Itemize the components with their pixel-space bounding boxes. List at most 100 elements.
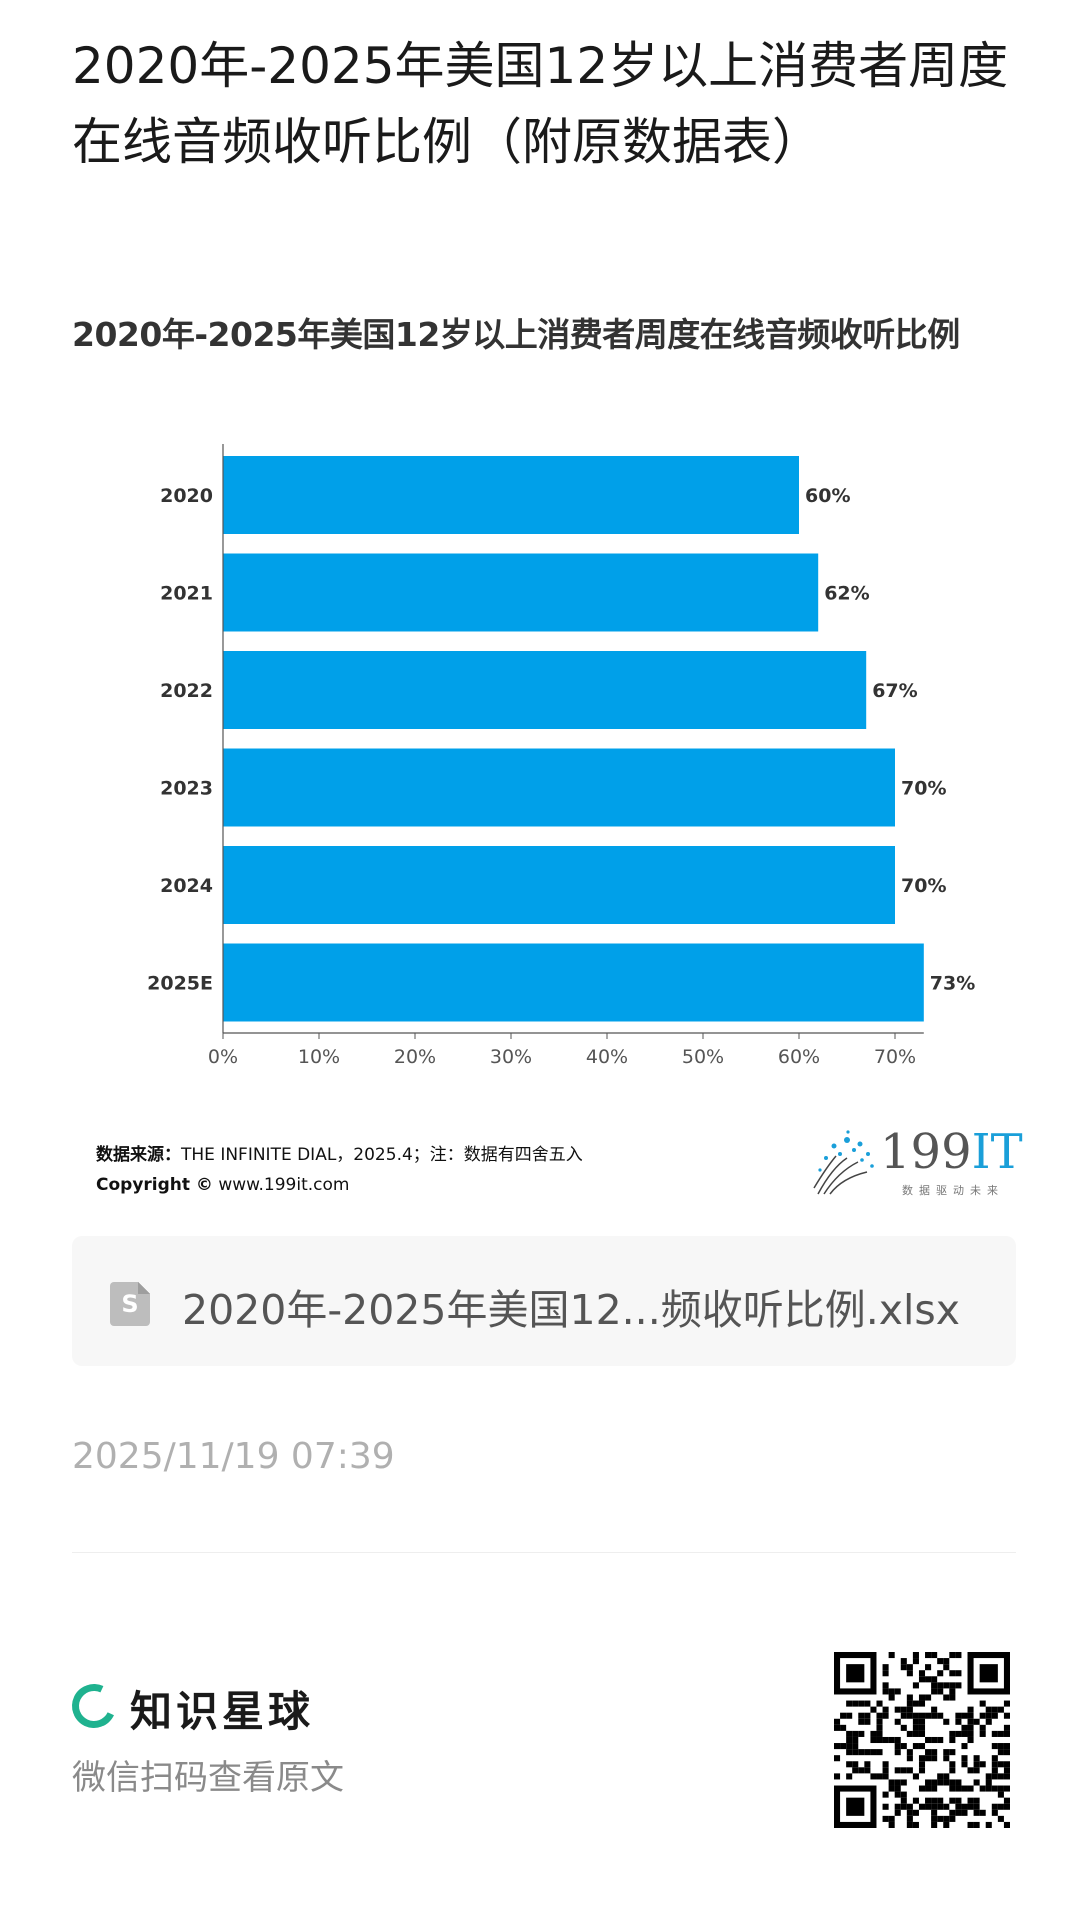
qr-module xyxy=(949,1761,956,1768)
qr-module xyxy=(834,1724,841,1731)
qr-module xyxy=(967,1803,974,1810)
qr-module xyxy=(876,1730,883,1737)
data-label: 62% xyxy=(824,583,869,605)
qr-module xyxy=(918,1694,926,1701)
x-tick-label: 50% xyxy=(682,1046,724,1068)
qr-module xyxy=(1003,1730,1010,1737)
qr-module xyxy=(888,1779,895,1786)
qr-module xyxy=(925,1803,932,1810)
qr-module xyxy=(918,1755,926,1762)
attachment-filename: 2020年-2025年美国12...频收听比例.xlsx xyxy=(182,1286,961,1334)
qr-module xyxy=(912,1724,919,1731)
qr-module xyxy=(997,1791,1004,1798)
qr-module xyxy=(931,1803,938,1810)
qr-module xyxy=(900,1767,907,1774)
copyright-url: www.199it.com xyxy=(212,1175,350,1195)
qr-module xyxy=(931,1688,938,1695)
qr-module xyxy=(852,1767,859,1774)
qr-module xyxy=(1003,1773,1010,1780)
qr-module xyxy=(918,1803,926,1810)
qr-module xyxy=(888,1736,895,1744)
qr-module xyxy=(906,1755,913,1762)
qr-module xyxy=(1003,1803,1010,1810)
qr-module xyxy=(882,1688,889,1695)
qr-module xyxy=(1003,1767,1010,1774)
qr-module xyxy=(925,1736,932,1744)
qr-module xyxy=(973,1755,980,1762)
qr-module xyxy=(991,1761,998,1768)
qr-module xyxy=(949,1815,956,1822)
qr-module xyxy=(979,1724,986,1731)
qr-module xyxy=(943,1803,950,1810)
qr-module xyxy=(888,1785,895,1792)
qr-module xyxy=(949,1694,956,1701)
qr-code[interactable] xyxy=(834,1652,1010,1828)
qr-module xyxy=(1003,1761,1010,1768)
qr-module xyxy=(961,1743,968,1750)
qr-module xyxy=(937,1797,944,1804)
divider xyxy=(72,1552,1016,1553)
qr-module xyxy=(955,1670,962,1677)
qr-module xyxy=(912,1797,919,1804)
scan-tip: 微信扫码查看原文 xyxy=(72,1758,344,1798)
qr-module xyxy=(931,1706,938,1713)
qr-module xyxy=(864,1712,871,1719)
zsxq-icon xyxy=(65,1677,123,1735)
qr-module xyxy=(961,1730,968,1737)
qr-module xyxy=(925,1712,932,1719)
qr-module xyxy=(925,1676,932,1683)
qr-module xyxy=(912,1700,919,1707)
bar xyxy=(223,456,799,534)
qr-module xyxy=(967,1718,974,1725)
qr-module xyxy=(955,1797,962,1804)
qr-module xyxy=(918,1730,926,1737)
qr-module xyxy=(931,1736,938,1744)
logo-199it: 199IT 数据驱动未来 xyxy=(812,1124,1023,1204)
qr-module xyxy=(918,1761,926,1768)
qr-finder xyxy=(846,1797,865,1816)
qr-module xyxy=(846,1736,853,1744)
qr-module xyxy=(955,1712,962,1719)
qr-module xyxy=(967,1797,974,1804)
qr-module xyxy=(900,1803,907,1810)
qr-module xyxy=(1003,1821,1010,1828)
post-timestamp: 2025/11/19 07:39 xyxy=(72,1436,395,1477)
qr-module xyxy=(882,1773,889,1780)
qr-module xyxy=(925,1785,932,1792)
x-tick-label: 30% xyxy=(490,1046,532,1068)
qr-module xyxy=(852,1743,859,1750)
qr-module xyxy=(888,1694,895,1701)
qr-module xyxy=(900,1664,907,1671)
qr-module xyxy=(949,1767,956,1774)
qr-module xyxy=(900,1791,907,1798)
category-label: 2023 xyxy=(160,778,213,800)
qr-module xyxy=(900,1779,907,1786)
qr-module xyxy=(925,1779,932,1786)
qr-module xyxy=(876,1773,883,1780)
bar xyxy=(223,651,867,729)
qr-module xyxy=(937,1803,944,1810)
qr-module xyxy=(900,1712,907,1719)
qr-module xyxy=(949,1785,956,1792)
qr-module xyxy=(1003,1700,1010,1707)
qr-module xyxy=(931,1797,938,1804)
qr-module xyxy=(955,1652,962,1659)
qr-module xyxy=(943,1694,950,1701)
x-tick-label: 60% xyxy=(778,1046,820,1068)
qr-module xyxy=(876,1718,883,1725)
attachment-card[interactable]: S 2020年-2025年美国12...频收听比例.xlsx xyxy=(72,1236,1016,1366)
qr-module xyxy=(882,1761,889,1768)
qr-module xyxy=(906,1712,913,1719)
qr-module xyxy=(858,1718,865,1725)
qr-module xyxy=(949,1652,956,1659)
qr-module xyxy=(906,1730,913,1737)
qr-module xyxy=(918,1724,926,1731)
qr-module xyxy=(882,1712,889,1719)
bar xyxy=(223,748,895,827)
qr-module xyxy=(876,1736,883,1744)
qr-module xyxy=(985,1773,992,1780)
x-tick-label: 40% xyxy=(586,1046,628,1068)
data-source: 数据来源：THE INFINITE DIAL，2025.4；注：数据有四舍五入 … xyxy=(96,1140,583,1200)
qr-module xyxy=(979,1712,986,1719)
qr-module xyxy=(925,1652,932,1659)
